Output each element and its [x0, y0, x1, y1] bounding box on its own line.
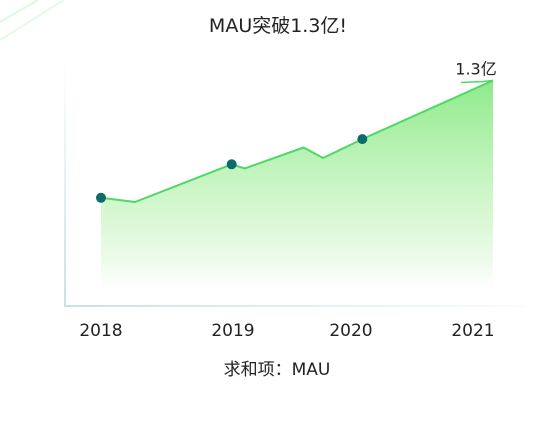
data-point-marker	[226, 159, 237, 170]
x-axis-line	[64, 305, 524, 307]
series-markers	[96, 134, 368, 203]
x-tick-label: 2019	[211, 321, 254, 341]
end-label-leader	[460, 79, 494, 84]
y-axis-line	[64, 60, 66, 306]
data-point-marker	[96, 192, 106, 203]
legend-label: 求和项：MAU	[224, 360, 331, 380]
x-tick-label: 2018	[79, 321, 122, 341]
x-tick-label: 2020	[329, 321, 372, 341]
x-axis-ticks: 2018 2019 2020 2021	[79, 321, 494, 341]
end-value-label: 1.3亿	[455, 59, 496, 78]
series-line	[100, 79, 494, 204]
chart-title: MAU突破1.3亿!	[209, 15, 347, 37]
corner-decoration	[0, 0, 65, 41]
data-point-marker	[357, 134, 368, 145]
x-tick-label: 2021	[451, 321, 494, 341]
series-area	[101, 80, 493, 290]
